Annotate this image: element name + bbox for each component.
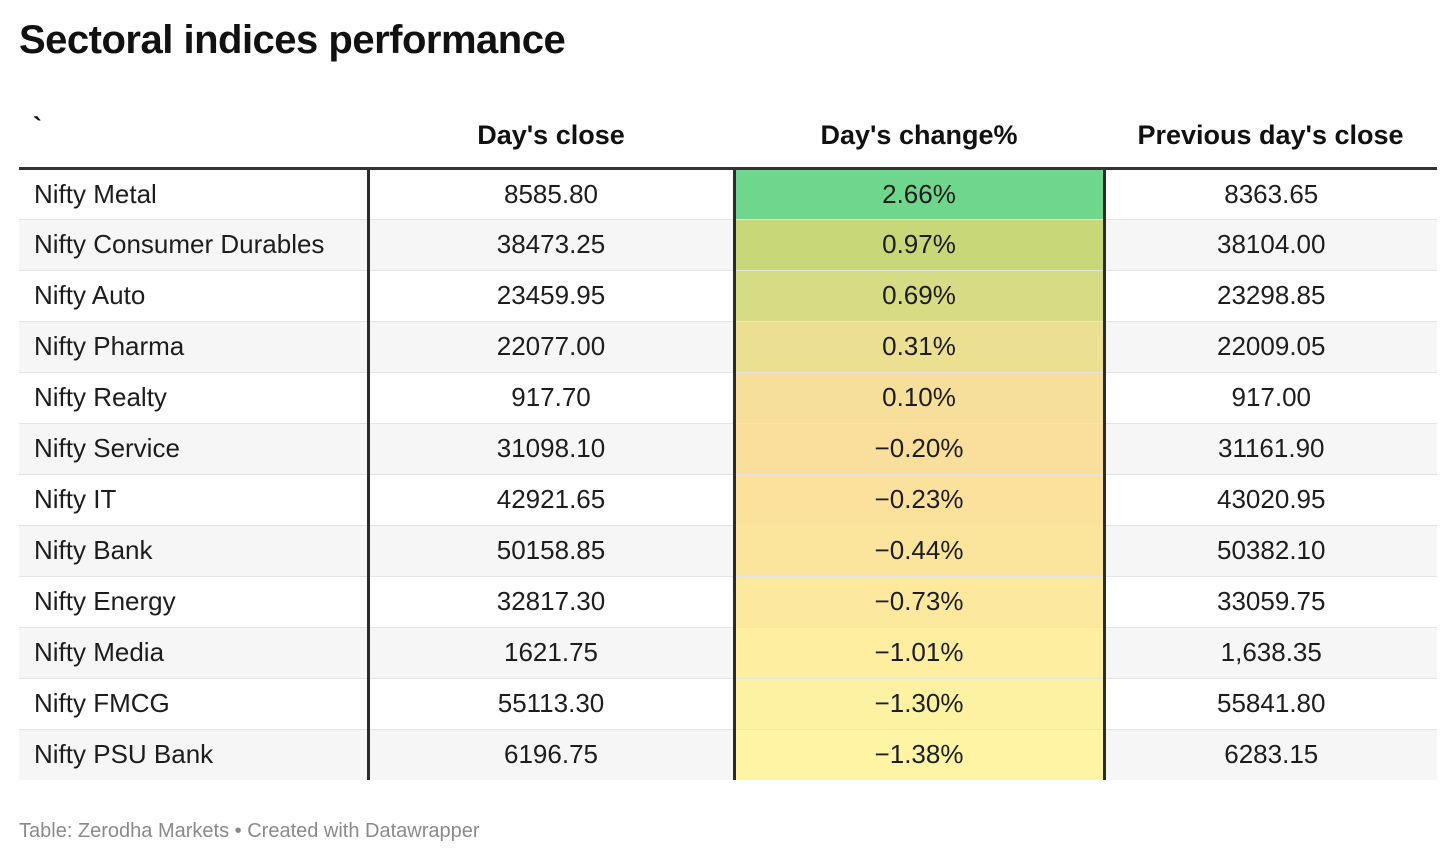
cell-days-close: 6196.75 — [366, 729, 734, 780]
cell-days-close: 1621.75 — [366, 627, 734, 679]
cell-days-close: 23459.95 — [366, 270, 734, 322]
table-row: Nifty Auto 23459.95 0.69% 23298.85 — [19, 270, 1437, 322]
column-header-previous-close[interactable]: Previous day's close — [1104, 100, 1437, 170]
column-header-days-close[interactable]: Day's close — [368, 100, 734, 170]
cell-index-name: Nifty Consumer Durables — [19, 219, 368, 271]
cell-index-name: Nifty Energy — [19, 576, 368, 628]
cell-days-change: 0.31% — [732, 321, 1106, 373]
table-body: Nifty Metal 8585.80 2.66% 8363.65 Nifty Cons… — [19, 168, 1437, 780]
cell-previous-close: 6283.15 — [1104, 729, 1437, 780]
cell-days-change: 2.66% — [732, 168, 1106, 220]
cell-days-close: 8585.80 — [366, 168, 734, 220]
cell-days-change: −0.23% — [732, 474, 1106, 526]
cell-days-close: 55113.30 — [366, 678, 734, 730]
table-row: Nifty Pharma 22077.00 0.31% 22009.05 — [19, 321, 1437, 373]
table-footer: Table: Zerodha Markets • Created with Da… — [19, 820, 480, 842]
column-header-name[interactable]: ` — [19, 100, 368, 170]
header-row: ` Day's close Day's change% Previous day… — [19, 100, 1437, 170]
cell-previous-close: 23298.85 — [1104, 270, 1437, 322]
cell-days-close: 50158.85 — [366, 525, 734, 577]
table-row: Nifty Realty 917.70 0.10% 917.00 — [19, 372, 1437, 424]
cell-days-change: −0.44% — [732, 525, 1106, 577]
table-row: Nifty Energy 32817.30 −0.73% 33059.75 — [19, 576, 1437, 628]
table-row: Nifty Media 1621.75 −1.01% 1,638.35 — [19, 627, 1437, 679]
cell-days-close: 917.70 — [366, 372, 734, 424]
cell-days-change: −1.30% — [732, 678, 1106, 730]
cell-previous-close: 31161.90 — [1104, 423, 1437, 475]
table-row: Nifty Service 31098.10 −0.20% 31161.90 — [19, 423, 1437, 475]
cell-index-name: Nifty FMCG — [19, 678, 368, 730]
data-table: ` Day's close Day's change% Previous day… — [19, 100, 1437, 780]
cell-previous-close: 33059.75 — [1104, 576, 1437, 628]
cell-days-close: 22077.00 — [366, 321, 734, 373]
cell-previous-close: 55841.80 — [1104, 678, 1437, 730]
cell-index-name: Nifty Realty — [19, 372, 368, 424]
cell-index-name: Nifty Auto — [19, 270, 368, 322]
column-header-days-change[interactable]: Day's change% — [734, 100, 1104, 170]
cell-days-close: 42921.65 — [366, 474, 734, 526]
cell-index-name: Nifty Bank — [19, 525, 368, 577]
cell-days-close: 32817.30 — [366, 576, 734, 628]
cell-days-close: 31098.10 — [366, 423, 734, 475]
table-row: Nifty IT 42921.65 −0.23% 43020.95 — [19, 474, 1437, 526]
sector-table: ` Day's close Day's change% Previous day… — [19, 100, 1437, 780]
table-row: Nifty PSU Bank 6196.75 −1.38% 6283.15 — [19, 729, 1437, 780]
cell-index-name: Nifty Pharma — [19, 321, 368, 373]
cell-previous-close: 22009.05 — [1104, 321, 1437, 373]
cell-index-name: Nifty IT — [19, 474, 368, 526]
cell-previous-close: 43020.95 — [1104, 474, 1437, 526]
table-row: Nifty FMCG 55113.30 −1.30% 55841.80 — [19, 678, 1437, 730]
cell-days-change: 0.10% — [732, 372, 1106, 424]
cell-days-change: −0.20% — [732, 423, 1106, 475]
cell-days-change: 0.69% — [732, 270, 1106, 322]
table-row: Nifty Consumer Durables 38473.25 0.97% 3810… — [19, 219, 1437, 271]
table-row: Nifty Bank 50158.85 −0.44% 50382.10 — [19, 525, 1437, 577]
cell-previous-close: 38104.00 — [1104, 219, 1437, 271]
cell-days-change: −1.38% — [732, 729, 1106, 780]
cell-days-close: 38473.25 — [366, 219, 734, 271]
cell-days-change: −0.73% — [732, 576, 1106, 628]
cell-previous-close: 917.00 — [1104, 372, 1437, 424]
cell-index-name: Nifty Metal — [19, 168, 368, 220]
table-row: Nifty Metal 8585.80 2.66% 8363.65 — [19, 168, 1437, 220]
table-title: Sectoral indices performance — [19, 18, 566, 62]
cell-index-name: Nifty Service — [19, 423, 368, 475]
cell-days-change: −1.01% — [732, 627, 1106, 679]
cell-index-name: Nifty PSU Bank — [19, 729, 368, 780]
cell-previous-close: 1,638.35 — [1104, 627, 1437, 679]
cell-previous-close: 50382.10 — [1104, 525, 1437, 577]
cell-index-name: Nifty Media — [19, 627, 368, 679]
cell-days-change: 0.97% — [732, 219, 1106, 271]
cell-previous-close: 8363.65 — [1104, 168, 1437, 220]
table-header: ` Day's close Day's change% Previous day… — [19, 100, 1437, 170]
